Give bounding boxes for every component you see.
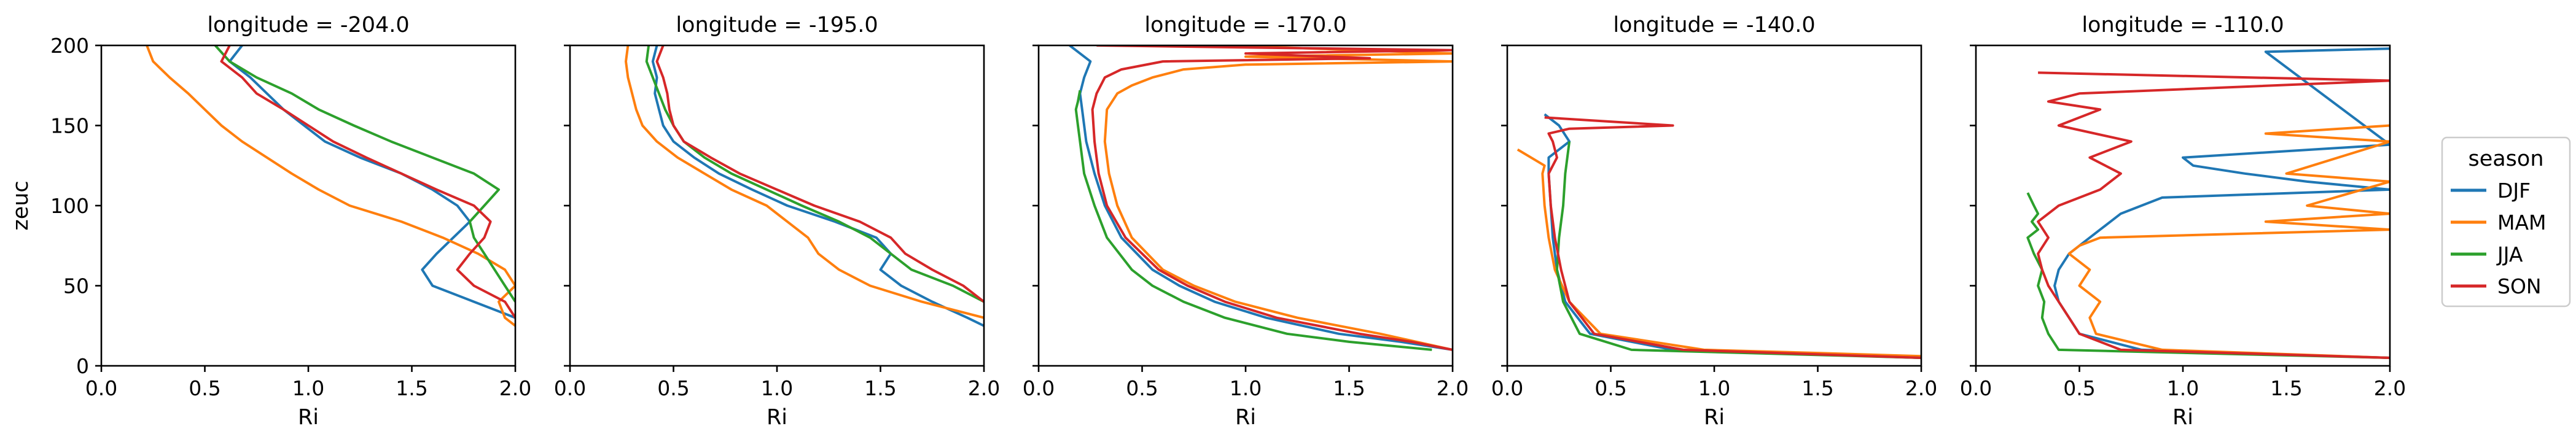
series-line-djf: [2053, 47, 2390, 359]
legend-label-djf: DJF: [2497, 179, 2531, 203]
panel-title: longitude = -195.0: [676, 13, 878, 37]
x-tick-label: 1.5: [1801, 376, 1833, 400]
x-tick-label: 2.0: [968, 376, 1000, 400]
series-group: [146, 45, 515, 327]
x-tick-label: 2.0: [2374, 376, 2406, 400]
x-tick-label: 1.5: [2270, 376, 2302, 400]
plot-frame: [100, 44, 517, 367]
series-line-mam: [625, 45, 984, 319]
x-axis-label: Ri: [2172, 405, 2193, 430]
x-axis-label: Ri: [298, 405, 319, 430]
series-line-son: [220, 45, 515, 319]
series-group: [2026, 47, 2390, 359]
panel-5: longitude = -110.0 0.0 0.5 1.0 1.5 2.0 Ri: [1960, 13, 2406, 430]
series-line-son: [2037, 71, 2390, 359]
series-line-mam: [1103, 45, 1453, 351]
x-tick-label: 1.0: [761, 376, 793, 400]
panel-1: longitude = -204.0 0.0 0.5 1.0 1.5 2.0 Ri 0 50 10…: [9, 13, 531, 430]
panel-title: longitude = -204.0: [207, 13, 409, 37]
legend-label-jja: JJA: [2496, 242, 2523, 266]
legend-frame: [2441, 136, 2571, 308]
x-tick-label: 1.5: [864, 376, 896, 400]
series-line-jja: [645, 45, 984, 303]
legend-label-mam: MAM: [2497, 211, 2547, 234]
legend-entry-son: SON: [2451, 274, 2542, 298]
x-tick-label: 1.0: [2167, 376, 2199, 400]
x-tick-label: 0.5: [657, 376, 689, 400]
legend-entry-jja: JJA: [2451, 242, 2523, 266]
x-tick-label: 0.5: [189, 376, 221, 400]
plot-frame: [1506, 44, 1922, 367]
series-line-jja: [1555, 141, 1921, 359]
x-tick-label: 2.0: [1905, 376, 1937, 400]
series-line-jja: [1074, 90, 1432, 351]
panels: longitude = -204.0 0.0 0.5 1.0 1.5 2.0 Ri 0 50 10…: [9, 13, 2406, 430]
legend-entry-mam: MAM: [2451, 211, 2547, 234]
x-tick-label: 0.0: [554, 376, 586, 400]
x-tick-label: 0.0: [1491, 376, 1523, 400]
series-line-djf: [651, 45, 984, 327]
x-tick-label: 1.0: [1698, 376, 1730, 400]
series-group: [1069, 45, 1453, 351]
series-line-son: [1544, 116, 1921, 359]
x-tick-label: 0.5: [1594, 376, 1626, 400]
y-axis-label: zeuc: [9, 180, 33, 230]
series-line-son: [1091, 45, 1453, 351]
legend: season DJF MAM JJA SON: [2441, 136, 2571, 308]
x-tick-label: 1.0: [292, 376, 324, 400]
legend-label-son: SON: [2497, 274, 2542, 298]
series-line-djf: [228, 45, 515, 319]
x-tick-label: 0.5: [2063, 376, 2095, 400]
panel-title: longitude = -110.0: [2082, 13, 2284, 37]
x-tick-label: 1.5: [396, 376, 427, 400]
legend-entries: DJF MAM JJA SON: [2451, 179, 2547, 298]
y-tick-label: 150: [50, 114, 89, 138]
panel-3: longitude = -170.0 0.0 0.5 1.0 1.5 2.0 Ri: [1023, 13, 1469, 430]
x-axis-label: Ri: [1704, 405, 1725, 430]
x-tick-label: 1.5: [1333, 376, 1365, 400]
y-tick-label: 200: [50, 34, 89, 58]
series-line-jja: [2026, 192, 2390, 359]
panel-2: longitude = -195.0 0.0 0.5 1.0 1.5 2.0 Ri: [554, 13, 1000, 430]
x-tick-label: 0.0: [1960, 376, 1992, 400]
x-axis-label: Ri: [1235, 405, 1256, 430]
series-line-djf: [1544, 113, 1921, 359]
legend-entry-djf: DJF: [2451, 179, 2531, 203]
x-tick-label: 0.5: [1126, 376, 1158, 400]
x-tick-label: 0.0: [1023, 376, 1055, 400]
y-tick-label: 50: [63, 274, 89, 298]
series-line-mam: [146, 45, 515, 327]
series-group: [1516, 113, 1921, 359]
panel-title: longitude = -170.0: [1144, 13, 1346, 37]
plot-frame: [1037, 44, 1454, 367]
x-tick-label: 0.0: [85, 376, 117, 400]
series-line-djf: [1069, 45, 1453, 351]
y-tick-label: 0: [76, 354, 89, 378]
plot-frame: [1975, 44, 2391, 367]
series-group: [625, 45, 984, 327]
series-line-son: [655, 45, 984, 303]
series-line-mam: [2067, 124, 2390, 359]
x-tick-label: 2.0: [499, 376, 531, 400]
x-tick-label: 1.0: [1230, 376, 1262, 400]
panel-4: longitude = -140.0 0.0 0.5 1.0 1.5 2.0 Ri: [1491, 13, 1937, 430]
series-line-jja: [214, 45, 515, 303]
legend-title: season: [2468, 147, 2543, 171]
x-tick-label: 2.0: [1437, 376, 1469, 400]
y-tick-label: 100: [50, 194, 89, 218]
panel-title: longitude = -140.0: [1613, 13, 1815, 37]
series-line-mam: [1516, 148, 1921, 358]
x-axis-label: Ri: [767, 405, 787, 430]
